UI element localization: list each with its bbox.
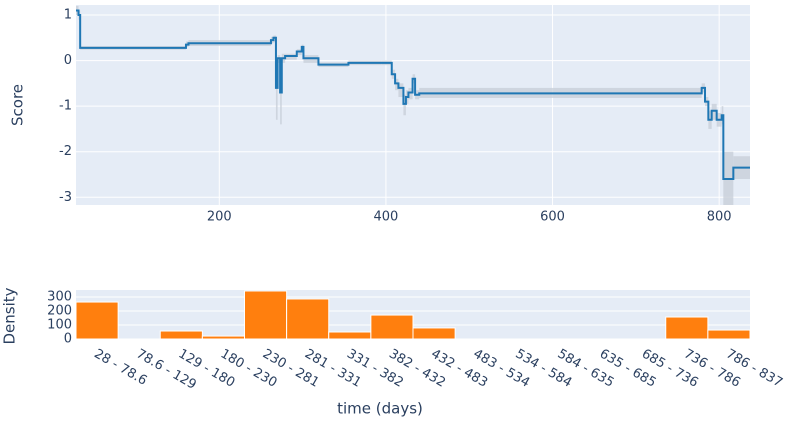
y-axis-label: Score <box>9 84 27 126</box>
confidence-band <box>403 94 406 116</box>
y-tick-label: 1 <box>64 8 72 23</box>
x-tick-label: 400 <box>374 210 399 225</box>
y-tick-label: 200 <box>47 304 72 319</box>
bar <box>665 316 709 340</box>
x-tick-label: 600 <box>540 210 565 225</box>
bar <box>328 331 372 340</box>
x-tick-label: 800 <box>707 210 732 225</box>
x-axis-label: time (days) <box>337 400 423 418</box>
bar <box>244 290 288 340</box>
y-tick-label: 100 <box>47 318 72 333</box>
y-axis-label: Density <box>1 287 19 344</box>
bar <box>707 329 751 340</box>
confidence-band <box>273 35 276 43</box>
bar <box>75 301 119 340</box>
y-tick-label: 300 <box>47 290 72 305</box>
confidence-band <box>280 78 282 125</box>
y-tick-label: 0 <box>64 332 72 347</box>
confidence-band <box>395 78 399 91</box>
confidence-band <box>398 83 404 98</box>
x-tick-label: 200 <box>207 210 232 225</box>
bar <box>412 327 456 340</box>
plot-background <box>76 5 750 205</box>
bar <box>159 330 203 340</box>
y-tick-label: 0 <box>64 53 72 68</box>
score-line <box>76 9 750 181</box>
confidence-band <box>275 74 278 120</box>
bar <box>370 314 414 340</box>
confidence-band <box>408 87 413 100</box>
bar <box>286 298 330 340</box>
y-tick-label: -1 <box>59 99 72 114</box>
confidence-band <box>711 103 717 120</box>
y-tick-label: -2 <box>59 144 72 159</box>
bar <box>201 335 245 340</box>
y-tick-label: -3 <box>59 190 72 205</box>
